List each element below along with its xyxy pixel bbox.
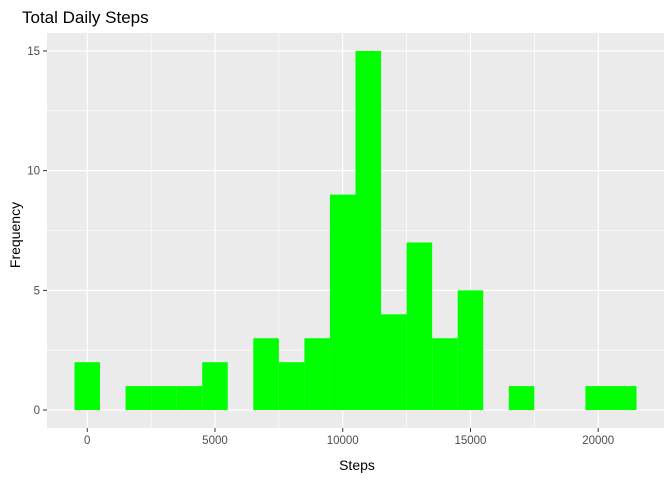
y-tick-label: 5	[34, 285, 40, 297]
histogram-bar	[457, 290, 484, 411]
y-tick-label: 15	[27, 46, 40, 58]
x-tick-label: 5000	[202, 435, 228, 447]
histogram-bar	[610, 386, 637, 411]
histogram-bar	[125, 386, 152, 411]
y-tick-label: 0	[34, 405, 40, 417]
histogram-bars	[74, 50, 637, 411]
x-tick-label: 10000	[327, 435, 359, 447]
histogram-bar	[355, 50, 382, 411]
y-axis-label: Frequency	[7, 202, 23, 268]
histogram-bar	[176, 386, 203, 411]
x-axis-ticks: 0 5000 10000 15000 20000	[84, 428, 614, 447]
histogram-bar	[253, 338, 279, 411]
x-axis-label: Steps	[339, 457, 375, 473]
histogram-bar	[381, 314, 407, 411]
x-tick-label: 15000	[454, 435, 486, 447]
histogram-bar	[508, 386, 535, 411]
histogram-bar	[278, 362, 305, 411]
x-tick-label: 20000	[582, 435, 614, 447]
y-axis-ticks: 0 5 10 15	[27, 46, 47, 417]
chart-title: Total Daily Steps	[22, 8, 149, 27]
histogram-bar	[151, 386, 177, 411]
y-tick-label: 10	[27, 166, 40, 178]
histogram-bar	[432, 338, 458, 411]
histogram-bar	[329, 194, 356, 411]
histogram-bar	[74, 362, 101, 411]
histogram-bar	[202, 362, 228, 411]
histogram-bar	[406, 242, 433, 411]
histogram-bar	[585, 386, 611, 411]
histogram-bar	[304, 338, 330, 411]
x-tick-label: 0	[84, 435, 90, 447]
